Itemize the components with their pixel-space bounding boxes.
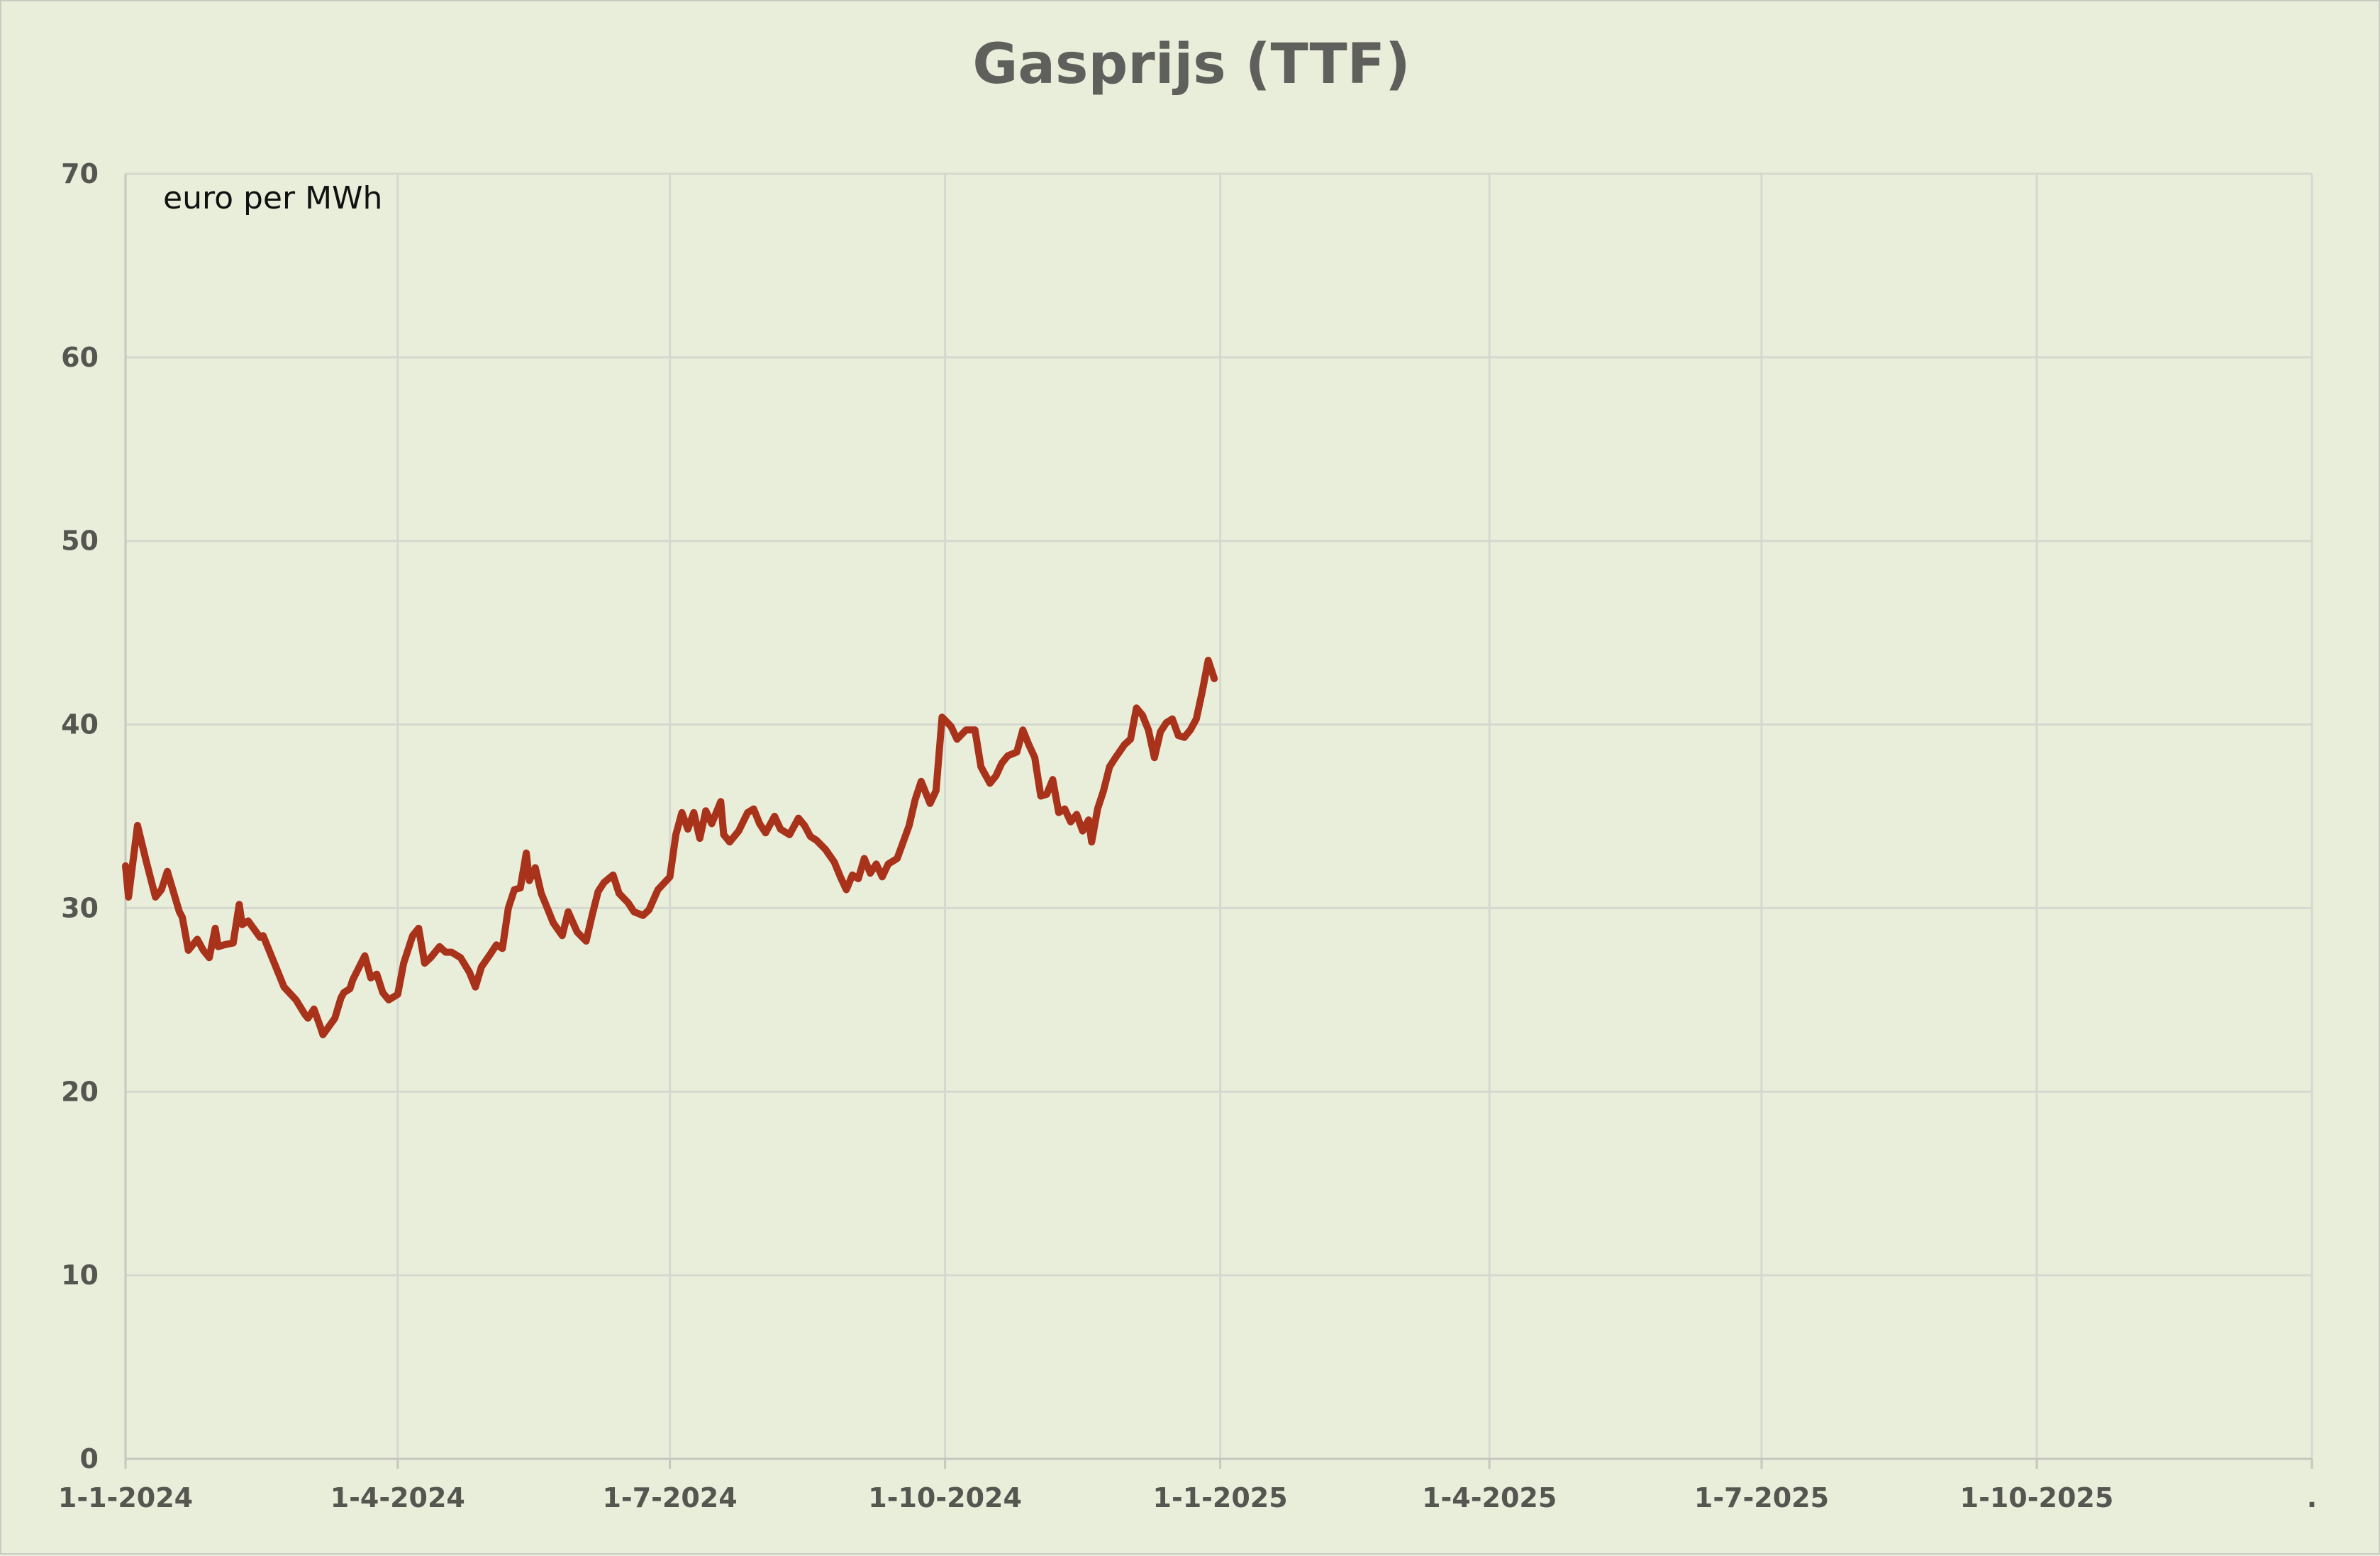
y-tick-label: 0	[80, 1443, 99, 1474]
x-tick-label: 1-1-2025	[1153, 1482, 1288, 1513]
x-tick-label: 1-10-2024	[868, 1482, 1022, 1513]
y-tick-label: 30	[61, 892, 99, 923]
y-tick-label: 70	[61, 158, 99, 189]
x-tick-label: 1-4-2025	[1422, 1482, 1557, 1513]
x-tick-label: .	[2307, 1482, 2317, 1513]
x-tick-label: 1-10-2025	[1960, 1482, 2114, 1513]
x-tick-label: 1-4-2024	[330, 1482, 465, 1513]
gridlines	[126, 174, 2312, 1459]
chart-title: Gasprijs (TTF)	[972, 33, 1410, 96]
y-tick-label: 10	[61, 1260, 99, 1291]
unit-label: euro per MWh	[163, 180, 382, 216]
x-tick-label: 1-1-2024	[58, 1482, 193, 1513]
y-tick-label: 60	[61, 342, 99, 373]
y-tick-label: 20	[61, 1076, 99, 1107]
x-tick-label: 1-7-2024	[602, 1482, 737, 1513]
x-tick-label: 1-7-2025	[1694, 1482, 1829, 1513]
y-tick-label: 50	[61, 526, 99, 557]
y-tick-label: 40	[61, 709, 99, 740]
